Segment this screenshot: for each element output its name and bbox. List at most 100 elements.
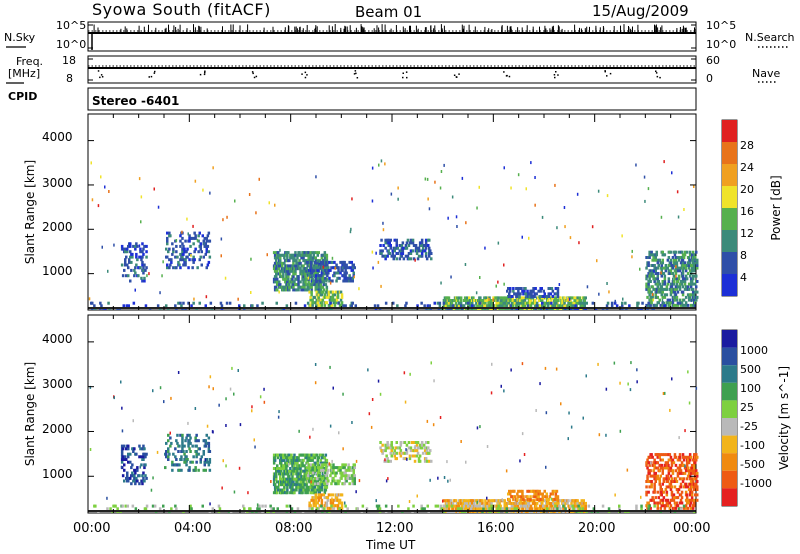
power-cell	[286, 269, 289, 273]
power-cell	[297, 264, 300, 268]
velocity-cell	[659, 485, 662, 489]
power-cell	[656, 277, 659, 281]
velocity-cell	[346, 507, 349, 511]
power-cell	[509, 287, 512, 290]
velocity-cell	[314, 363, 317, 366]
power-cell	[523, 304, 527, 308]
power-cell	[463, 296, 467, 300]
power-cell	[100, 175, 102, 179]
power-cell	[574, 304, 577, 308]
velocity-cell	[673, 453, 677, 457]
power-ytick-3000: 3000	[42, 176, 73, 190]
velocity-cell	[601, 504, 605, 508]
power-cell	[494, 304, 497, 308]
power-cell	[660, 271, 662, 275]
power-cell	[311, 301, 314, 305]
power-cell	[319, 288, 322, 292]
velocity-cell	[348, 482, 351, 486]
velocity-cell	[203, 460, 206, 464]
power-cell	[663, 282, 667, 286]
velocity-cell	[191, 460, 194, 464]
velocity-cell	[162, 504, 165, 508]
nave-dot	[148, 76, 150, 78]
power-cell	[660, 215, 663, 219]
power-cell	[389, 246, 392, 250]
velocity-cell	[681, 471, 685, 475]
velocity-cell	[519, 459, 521, 463]
velocity-cell	[573, 504, 576, 508]
power-cell	[461, 176, 464, 180]
power-cell	[327, 290, 331, 294]
velocity-cell	[653, 490, 656, 494]
power-cell	[162, 260, 164, 264]
power-cell	[297, 283, 300, 287]
velocity-cell	[695, 453, 698, 457]
velocity-cell	[314, 479, 317, 483]
power-cell	[693, 185, 695, 188]
power-cell	[289, 269, 292, 273]
power-cell	[318, 277, 321, 281]
velocity-cell	[446, 460, 448, 464]
velocity-cell	[457, 507, 461, 511]
velocity-cell	[492, 499, 495, 503]
power-cell	[311, 259, 314, 263]
velocity-cell	[545, 495, 548, 499]
velocity-cell	[523, 499, 527, 503]
power-cell	[313, 251, 316, 255]
power-cell	[498, 304, 501, 308]
velocity-cell	[661, 498, 664, 502]
power-cell	[321, 290, 325, 294]
velocity-cell	[688, 493, 692, 497]
velocity-cell	[533, 489, 536, 493]
power-cell	[319, 263, 322, 267]
power-cell	[574, 299, 577, 302]
velocity-cell	[307, 488, 310, 492]
velocity-cell	[325, 468, 328, 472]
velocity-colorbar-swatch	[722, 382, 737, 401]
velocity-cell	[613, 361, 616, 365]
power-cell	[371, 250, 374, 254]
power-cell	[555, 296, 558, 300]
power-cell	[133, 274, 136, 278]
velocity-cell	[125, 458, 128, 461]
velocity-cell	[190, 507, 193, 511]
velocity-cell	[114, 504, 117, 508]
velocity-cell	[313, 461, 316, 465]
power-cb-12: 12	[740, 227, 754, 240]
velocity-cell	[685, 455, 689, 459]
velocity-cell	[351, 482, 354, 486]
power-cell	[521, 289, 524, 293]
velocity-cell	[130, 482, 133, 486]
power-cell	[665, 293, 669, 297]
power-cell	[424, 252, 428, 255]
velocity-cell	[285, 504, 289, 508]
velocity-cell	[614, 493, 616, 497]
velocity-cell	[124, 504, 127, 508]
nave-dot	[356, 77, 359, 79]
velocity-cell	[592, 507, 596, 511]
velocity-cell	[690, 493, 694, 497]
power-cell	[205, 250, 208, 254]
velocity-cell	[654, 474, 657, 478]
power-cell	[317, 295, 320, 299]
velocity-colorbar-swatch	[722, 488, 737, 506]
velocity-cell	[647, 480, 650, 483]
power-cell	[465, 299, 468, 302]
velocity-cell	[275, 477, 278, 481]
velocity-cell	[287, 480, 290, 484]
velocity-cell	[691, 471, 695, 475]
power-cell	[135, 255, 138, 259]
power-cell	[467, 304, 470, 308]
velocity-cell	[386, 441, 389, 444]
velocity-cell	[677, 507, 681, 511]
power-cell	[317, 285, 320, 289]
nave-dot	[455, 76, 458, 78]
power-cell	[279, 259, 282, 263]
power-cell	[514, 304, 518, 308]
velocity-cell	[541, 497, 544, 501]
power-cell	[323, 251, 327, 255]
velocity-cell	[310, 469, 313, 473]
velocity-cell	[290, 453, 293, 457]
velocity-cell	[339, 466, 342, 470]
velocity-cell	[669, 482, 673, 486]
